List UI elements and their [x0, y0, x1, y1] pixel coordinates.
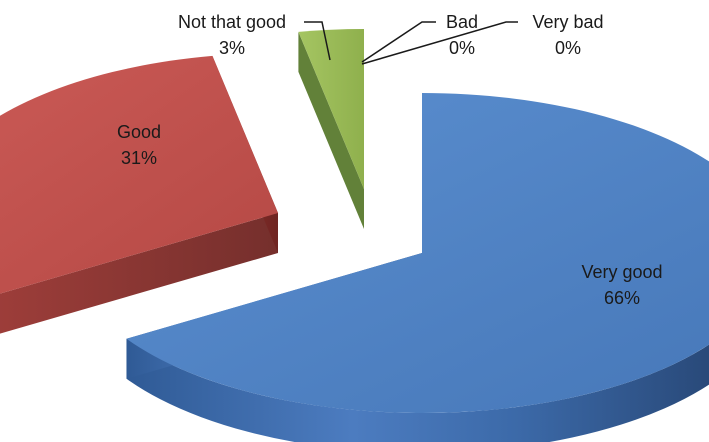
slice-side — [126, 338, 709, 442]
leader-line-very-bad — [361, 21, 518, 65]
slice-good — [0, 55, 278, 334]
slice-not-that-good — [298, 29, 364, 229]
slice-very-good — [126, 93, 709, 442]
label-very-good-percent: 66% — [604, 288, 640, 308]
slice-top — [126, 93, 709, 413]
slice-top — [298, 29, 364, 189]
label-not-that-good-name: Not that good — [178, 12, 286, 32]
slice-cut-face — [0, 213, 278, 334]
label-good-percent: 31% — [121, 148, 157, 168]
label-good-name: Good — [117, 122, 161, 142]
label-not-that-good-percent: 3% — [219, 38, 245, 58]
label-very-good-name: Very good — [581, 262, 662, 282]
pie-slices-group — [0, 29, 709, 442]
pie-labels-group: Very good 66% Good 31% Not that good 3% Bad 0% V… — [117, 12, 663, 308]
slice-top — [0, 55, 278, 294]
leader-line-bad — [361, 21, 436, 63]
label-bad-name: Bad — [446, 12, 478, 32]
slice-cut-face — [298, 31, 364, 229]
label-very-bad-name: Very bad — [532, 12, 603, 32]
label-very-bad-percent: 0% — [555, 38, 581, 58]
label-bad-percent: 0% — [449, 38, 475, 58]
leader-line-not-that-good — [304, 21, 331, 61]
